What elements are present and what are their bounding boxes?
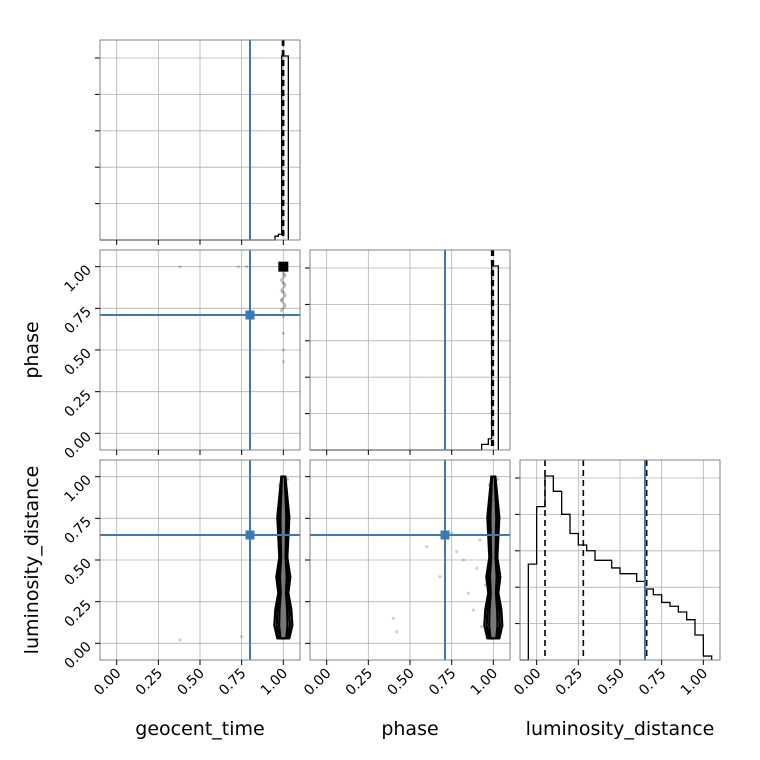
scatter-point xyxy=(281,331,285,335)
y-tick-label: 0.00 xyxy=(61,639,94,672)
scatter-point xyxy=(178,265,182,269)
x-axis-label-geocent-time: geocent_time xyxy=(135,718,264,740)
density-peak xyxy=(278,261,289,272)
scatter-point xyxy=(281,360,285,364)
y-axis-label-luminosity-distance: luminosity_distance xyxy=(21,466,43,655)
x-tick-label: 0.00 xyxy=(301,666,334,699)
scatter-point xyxy=(281,281,285,285)
scatter-point xyxy=(281,280,285,284)
scatter-point xyxy=(282,301,286,305)
scatter-point xyxy=(282,285,286,289)
x-tick-label: 0.00 xyxy=(91,666,124,699)
scatter-point xyxy=(283,272,287,276)
x-tick-label: 0.50 xyxy=(594,666,627,699)
scatter-point xyxy=(283,282,287,286)
histogram-step xyxy=(100,55,289,241)
x-tick-label: 0.00 xyxy=(511,666,544,699)
scatter-point xyxy=(478,538,482,542)
histogram-geocent-time xyxy=(95,39,301,245)
scatter-point xyxy=(281,273,285,277)
contour-line xyxy=(278,475,289,640)
histogram-phase xyxy=(305,249,511,455)
x-tick-label: 1.00 xyxy=(468,666,501,699)
x-tick-label: 0.25 xyxy=(133,666,166,699)
scatter-point xyxy=(280,298,283,302)
y-tick-label: 1.00 xyxy=(61,262,94,295)
scatter-point xyxy=(240,635,244,639)
scatter-point xyxy=(280,287,284,291)
truth-marker xyxy=(440,530,450,540)
truth-marker xyxy=(245,310,255,320)
scatter-point xyxy=(245,265,249,269)
scatter-point xyxy=(280,300,284,303)
scatter-point xyxy=(281,290,285,294)
y-tick-label: 0.50 xyxy=(61,346,94,379)
scatter-point xyxy=(280,309,283,313)
scatter-point xyxy=(281,348,285,352)
scatter-point xyxy=(236,265,240,269)
y-tick-label: 0.25 xyxy=(61,387,94,420)
scatter-point xyxy=(178,638,182,642)
y-tick-label: 1.00 xyxy=(61,472,94,505)
scatter-point xyxy=(391,616,395,620)
x-tick-label: 0.25 xyxy=(553,666,586,699)
scatter-point xyxy=(282,276,286,279)
scatter-point xyxy=(280,298,284,302)
scatter-point xyxy=(283,274,287,278)
panel-phase-vs-geocent-time: 0.00 0.25 0.50 0.75 1.00 xyxy=(61,249,301,462)
panel-luminosity-distance-vs-phase: 0.00 0.25 0.50 0.75 1.00 xyxy=(301,459,511,699)
histogram-step xyxy=(520,475,713,661)
scatter-point xyxy=(283,304,287,308)
histogram-step xyxy=(310,265,499,451)
y-tick-label: 0.75 xyxy=(61,514,94,547)
scatter-point xyxy=(475,566,479,570)
scatter-point xyxy=(280,279,283,283)
x-tick-label: 0.25 xyxy=(343,666,376,699)
scatter-point xyxy=(438,575,442,579)
truth-marker xyxy=(245,530,255,540)
scatter-point xyxy=(480,625,484,629)
scatter-point xyxy=(283,295,287,299)
scatter-point xyxy=(280,308,284,311)
y-tick-label: 0.25 xyxy=(61,597,94,630)
x-tick-label: 1.00 xyxy=(678,666,711,699)
histogram-luminosity-distance: 0.00 0.25 0.50 0.75 1.00 xyxy=(511,459,721,699)
scatter-point xyxy=(281,296,285,300)
panel-luminosity-distance-vs-geocent-time: 0.00 0.25 0.50 0.75 1.000.000.250.500.751.00 xyxy=(61,459,301,699)
x-tick-label: 0.50 xyxy=(174,666,207,699)
scatter-point xyxy=(280,290,284,294)
scatter-point xyxy=(483,583,487,587)
y-tick-label: 0.75 xyxy=(61,304,94,337)
scatter-point xyxy=(283,284,287,287)
scatter-point xyxy=(281,271,285,275)
scatter-point xyxy=(280,277,284,281)
scatter-point xyxy=(283,293,287,297)
y-axis-label-phase: phase xyxy=(21,321,43,378)
contour-line xyxy=(488,475,499,640)
corner-panels: 0.00 0.25 0.50 0.75 1.000.000.250.500.751.00… xyxy=(61,39,721,699)
scatter-point xyxy=(461,558,465,562)
x-tick-label: 0.75 xyxy=(426,666,459,699)
y-tick-label: 0.00 xyxy=(61,429,94,462)
y-tick-label: 0.50 xyxy=(61,556,94,589)
x-axis-label-phase: phase xyxy=(381,718,438,740)
scatter-point xyxy=(455,550,459,554)
x-axis-label-luminosity-distance: luminosity_distance xyxy=(526,718,715,740)
x-tick-label: 0.75 xyxy=(216,666,249,699)
scatter-point xyxy=(283,303,287,307)
scatter-point xyxy=(471,608,475,612)
scatter-point xyxy=(395,630,399,634)
scatter-point xyxy=(466,591,470,595)
x-tick-label: 1.00 xyxy=(258,666,291,699)
scatter-point xyxy=(282,292,286,295)
scatter-point xyxy=(425,545,429,549)
x-tick-label: 0.75 xyxy=(636,666,669,699)
scatter-point xyxy=(281,306,285,310)
x-tick-label: 0.50 xyxy=(384,666,417,699)
scatter-point xyxy=(279,288,283,292)
